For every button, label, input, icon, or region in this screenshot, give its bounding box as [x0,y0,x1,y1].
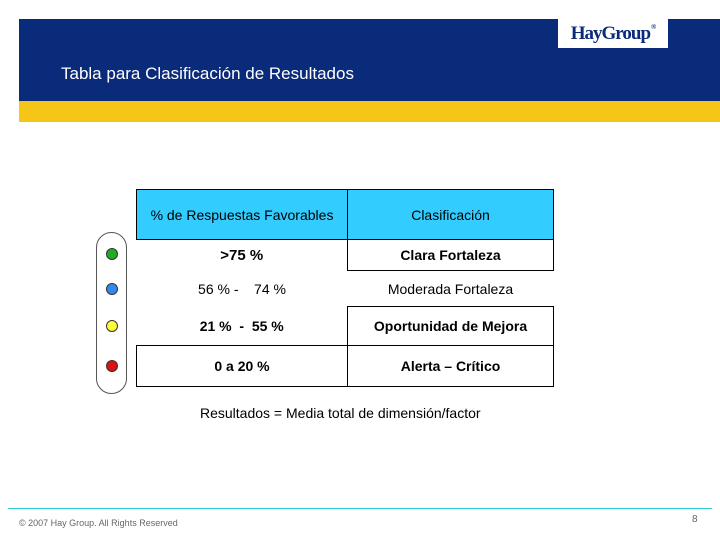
footer-divider [8,508,712,509]
classification-cell: Clara Fortaleza [347,239,554,271]
blue-dot-icon [106,283,118,295]
yellow-dot-icon [106,320,118,332]
formula-text: Resultados = Media total de dimensión/fa… [200,405,481,421]
table-row: 56 % - 74 % Moderada Fortaleza [137,271,554,307]
header-classification: Clasificación [347,189,554,240]
haygroup-logo: HayGroup® [558,19,668,48]
classification-cell: Oportunidad de Mejora [347,306,554,346]
copyright-text: © 2007 Hay Group. All Rights Reserved [19,518,178,528]
header-percent: % de Respuestas Favorables [136,189,348,240]
page-number: 8 [692,514,698,525]
table-row: 21 % - 55 % Oportunidad de Mejora [137,306,554,346]
range-cell: >75 % [220,246,264,264]
range-cell: 0 a 20 % [136,345,348,387]
green-dot-icon [106,248,118,260]
classification-cell: Moderada Fortaleza [387,280,514,297]
table-row: 0 a 20 % Alerta – Crítico [136,345,554,387]
table-header-row: % de Respuestas Favorables Clasificación [136,189,554,240]
classification-table: % de Respuestas Favorables Clasificación… [136,189,554,387]
slide-title: Tabla para Clasificación de Resultados [61,64,354,83]
classification-cell: Alerta – Crítico [347,345,554,387]
red-dot-icon [106,360,118,372]
bullet-capsule [96,232,127,394]
table-row: >75 % Clara Fortaleza [137,239,554,271]
range-cell: 56 % - 74 % [198,280,286,297]
logo-text: HayGroup® [570,22,657,44]
accent-band [19,101,720,122]
range-cell: 21 % - 55 % [199,317,284,334]
